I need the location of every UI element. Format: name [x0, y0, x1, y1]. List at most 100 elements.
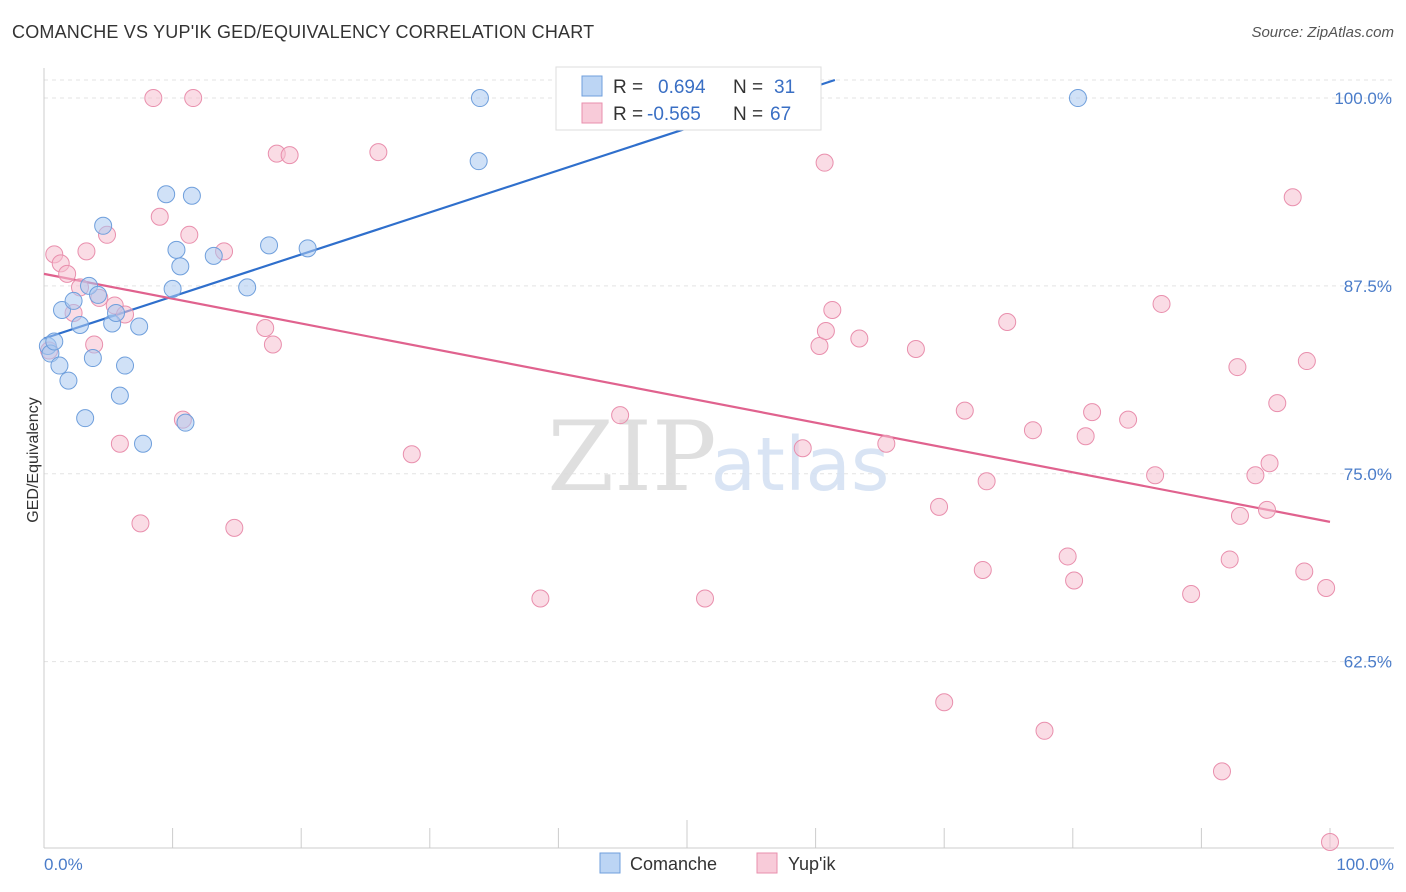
bottom-legend: Comanche Yup'ik	[599, 852, 836, 874]
data-point-yupik	[402, 445, 421, 464]
data-point-yupik	[180, 225, 199, 244]
data-point-yupik	[110, 434, 129, 453]
data-point-yupik	[906, 340, 925, 359]
data-point-yupik	[369, 143, 388, 162]
legend-r-label-1: R =	[613, 77, 643, 98]
trend-line-yupik	[43, 272, 1331, 523]
data-point-comanche	[110, 386, 129, 405]
data-point-comanche	[163, 279, 182, 298]
data-point-comanche	[94, 216, 113, 235]
data-point-comanche	[107, 303, 126, 322]
y-tick-label: 75.0%	[1344, 465, 1392, 484]
data-point-yupik	[977, 472, 996, 491]
data-point-comanche	[260, 236, 279, 255]
data-point-yupik	[1152, 294, 1171, 313]
data-point-comanche	[470, 89, 489, 108]
data-point-comanche	[157, 185, 176, 204]
data-point-yupik	[1257, 500, 1276, 519]
data-point-yupik	[58, 264, 77, 283]
data-point-yupik	[531, 589, 550, 608]
data-point-comanche	[130, 317, 149, 336]
watermark-zip: ZIP	[547, 401, 716, 513]
data-point-yupik	[1076, 427, 1095, 446]
data-point-yupik	[877, 434, 896, 453]
data-point-comanche	[64, 291, 83, 310]
data-point-yupik	[955, 401, 974, 420]
data-point-yupik	[930, 497, 949, 516]
data-point-comanche	[171, 257, 190, 276]
legend-swatch-yupik	[581, 102, 603, 124]
legend-n-yupik: 67	[770, 104, 791, 125]
data-point-yupik	[935, 693, 954, 712]
x-tick-label-min: 0.0%	[44, 855, 83, 874]
data-point-yupik	[810, 337, 829, 356]
data-point-comanche	[134, 434, 153, 453]
data-point-comanche	[182, 186, 201, 205]
grid-lines	[44, 79, 1394, 663]
data-point-yupik	[1260, 454, 1279, 473]
data-point-comanche	[298, 239, 317, 258]
bottom-legend-swatch-comanche	[599, 852, 621, 874]
data-point-yupik	[1058, 547, 1077, 566]
data-point-comanche	[45, 332, 64, 351]
data-point-yupik	[793, 439, 812, 458]
legend-r-comanche: 0.694	[658, 77, 706, 98]
data-point-comanche	[176, 413, 195, 432]
y-axis-title: GED/Equivalency	[25, 397, 42, 522]
data-point-comanche	[89, 285, 108, 304]
data-point-yupik	[850, 329, 869, 348]
source-label: Source: ZipAtlas.com	[1251, 24, 1394, 41]
data-point-yupik	[1321, 833, 1339, 851]
data-point-comanche	[83, 349, 102, 368]
y-tick-label: 100.0%	[1334, 89, 1392, 108]
legend-n-label-1: N =	[733, 77, 763, 98]
data-point-yupik	[1283, 188, 1302, 207]
data-point-yupik	[1083, 403, 1102, 422]
bottom-legend-comanche: Comanche	[630, 854, 717, 874]
data-point-yupik	[225, 518, 244, 537]
data-point-yupik	[1035, 721, 1054, 740]
legend-r-label-2: R =	[613, 104, 643, 125]
bottom-legend-yupik: Yup'ik	[788, 854, 836, 874]
data-point-yupik	[998, 312, 1017, 331]
data-point-yupik	[696, 589, 715, 608]
data-point-yupik	[823, 300, 842, 319]
data-point-comanche	[50, 356, 69, 375]
data-point-yupik	[1065, 571, 1084, 590]
tick-labels: 62.5% 75.0% 87.5% 100.0% 0.0% 100.0%	[44, 89, 1394, 874]
data-point-yupik	[1182, 585, 1201, 604]
data-point-yupik	[184, 89, 203, 108]
data-point-yupik	[256, 318, 275, 337]
chart-title: COMANCHE VS YUP'IK GED/EQUIVALENCY CORRE…	[12, 22, 595, 42]
data-point-comanche	[71, 315, 90, 334]
data-points	[38, 89, 1339, 851]
data-point-comanche	[116, 356, 135, 375]
data-point-yupik	[263, 335, 282, 354]
legend-swatch-comanche	[581, 75, 603, 97]
data-point-comanche	[59, 371, 78, 390]
data-point-yupik	[1228, 358, 1247, 377]
data-point-yupik	[1317, 579, 1336, 597]
data-point-yupik	[1230, 506, 1249, 525]
x-tick-label-max: 100.0%	[1336, 855, 1394, 874]
data-point-yupik	[77, 242, 96, 261]
data-point-yupik	[1295, 562, 1314, 581]
axes	[43, 68, 1394, 849]
data-point-comanche	[204, 246, 223, 265]
data-point-yupik	[1220, 550, 1239, 569]
watermark: ZIP atlas	[547, 401, 889, 513]
data-point-yupik	[816, 321, 835, 340]
data-point-yupik	[973, 560, 992, 579]
data-point-comanche	[1068, 89, 1087, 108]
data-point-comanche	[469, 152, 488, 171]
data-point-yupik	[1023, 421, 1042, 440]
data-point-yupik	[150, 207, 169, 226]
legend: R = 0.694 N = 31 R = -0.565 N = 67	[555, 66, 822, 131]
data-point-yupik	[815, 153, 834, 172]
data-point-yupik	[1119, 410, 1138, 429]
data-point-comanche	[76, 409, 95, 428]
data-point-yupik	[1246, 466, 1265, 485]
data-point-yupik	[1212, 762, 1231, 781]
legend-r-yupik: -0.565	[647, 104, 701, 125]
